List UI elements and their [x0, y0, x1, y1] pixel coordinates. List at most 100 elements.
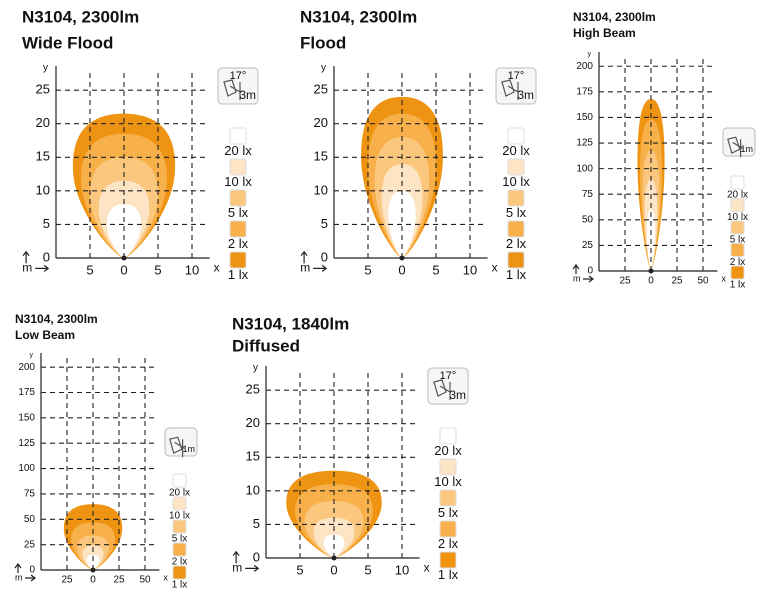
x-tick-label: 5 [432, 262, 439, 277]
y-tick-label: 125 [576, 138, 593, 149]
lamp-glyph [433, 379, 451, 400]
legend-label: 2 lx [438, 536, 459, 551]
y-tick-label: 0 [29, 565, 35, 576]
origin-dot [90, 567, 96, 573]
x-axis-label: x [214, 261, 220, 275]
legend-label: 10 lx [727, 212, 748, 223]
x-tick-label: 0 [648, 276, 654, 287]
y-tick-label: 200 [576, 61, 593, 72]
chart-subtitle: Wide Flood [22, 33, 113, 52]
y-tick-label: 5 [253, 516, 260, 531]
x-tick-label: 25 [61, 575, 73, 586]
y-tick-label: 150 [18, 412, 35, 423]
chart-panel: N3104, 2300lm High Beam 0 25 50 75 100 125 150 17… [572, 10, 756, 291]
legend-swatch [172, 565, 187, 580]
legend-swatch [730, 243, 745, 257]
y-tick-label: 20 [246, 415, 260, 430]
y-tick-label: 20 [314, 115, 328, 130]
origin-dot [121, 255, 127, 261]
chart-title: N3104, 2300lm [15, 312, 98, 326]
y-tick-label: 175 [18, 387, 35, 398]
x-tick-label: 10 [395, 562, 409, 577]
isolux-contour [86, 554, 100, 570]
chart-title: N3104, 2300lm [300, 7, 417, 26]
y-tick-label: 10 [314, 182, 328, 197]
legend-swatch [229, 158, 247, 176]
x-tick-label: 10 [463, 262, 477, 277]
legend-label: 10 lx [169, 511, 190, 522]
legend-label: 5 lx [228, 205, 249, 220]
chart-title: N3104, 2300lm [573, 10, 656, 24]
y-tick-label: 25 [36, 82, 50, 97]
chart-panel: N3104, 1840lm Diffused 0 5 10 15 20 25 5 0 5 10 y x m 1… [232, 314, 469, 582]
y-axis-label: y [30, 352, 34, 359]
y-tick-label: 15 [36, 149, 50, 164]
unit-label: m [232, 561, 242, 575]
legend-swatch [229, 220, 247, 238]
chart-title: N3104, 1840lm [232, 314, 349, 333]
x-axis-label: x [163, 572, 168, 582]
legend-label: 1 lx [730, 280, 746, 291]
y-tick-label: 5 [321, 216, 328, 231]
lamp-glyph [501, 79, 519, 100]
x-tick-label: 5 [86, 262, 93, 277]
beam-distance: 3m [239, 88, 256, 102]
y-tick-label: 25 [24, 539, 36, 550]
x-tick-label: 0 [90, 575, 96, 586]
y-tick-label: 25 [314, 82, 328, 97]
x-axis-label: x [424, 561, 430, 575]
x-tick-label: 0 [398, 262, 405, 277]
chart-panel: N3104, 2300lm Low Beam 0 25 50 75 100 125 150 175… [14, 312, 198, 591]
legend-swatch [229, 127, 247, 145]
y-tick-label: 100 [576, 163, 593, 174]
legend-swatch [172, 473, 187, 488]
unit-label: m [300, 261, 310, 275]
legend-label: 2 lx [228, 236, 249, 251]
legend-swatch [439, 520, 457, 538]
y-axis-label: y [321, 63, 326, 74]
y-tick-label: 0 [253, 549, 260, 564]
y-tick-label: 15 [246, 449, 260, 464]
x-tick-label: 5 [364, 262, 371, 277]
beam-angle: 17° [230, 70, 247, 82]
x-tick-label: 50 [697, 276, 709, 287]
x-axis-label: x [492, 261, 498, 275]
unit-arrows [232, 550, 260, 572]
unit-arrows [14, 563, 36, 582]
x-tick-label: 50 [139, 575, 151, 586]
beam-distance: 3m [517, 88, 534, 102]
legend-label: 5 lx [730, 235, 746, 246]
y-tick-label: 50 [582, 214, 594, 225]
unit-label: m [573, 273, 581, 283]
x-tick-label: 5 [154, 262, 161, 277]
unit-arrows [22, 250, 50, 272]
y-tick-label: 0 [43, 249, 50, 264]
y-tick-label: 10 [246, 482, 260, 497]
legend-label: 10 lx [224, 174, 252, 189]
legend-swatch [507, 220, 525, 238]
legend-swatch [730, 175, 745, 190]
y-tick-label: 125 [18, 438, 35, 449]
legend-label: 1 lx [438, 567, 459, 582]
legend-swatch [507, 189, 525, 207]
legend-label: 5 lx [506, 205, 527, 220]
legend-swatch [229, 189, 247, 207]
beam-angle: 17° [440, 370, 457, 382]
legend-label: 1 lx [228, 267, 249, 282]
y-tick-label: 50 [24, 514, 36, 525]
x-tick-label: 25 [113, 575, 125, 586]
chart-title: N3104, 2300lm [22, 7, 139, 26]
lamp-glyph [727, 136, 743, 158]
legend-swatch [507, 158, 525, 176]
x-tick-label: 25 [619, 276, 631, 287]
chart-panel: N3104, 2300lm Flood 0 5 10 15 20 25 5 0 5 10 y x m 17° 3… [300, 7, 537, 282]
legend-label: 5 lx [172, 534, 188, 545]
legend-label: 20 lx [224, 143, 252, 158]
x-tick-label: 10 [185, 262, 199, 277]
legend-swatch [439, 427, 457, 445]
y-tick-label: 0 [587, 266, 593, 277]
y-tick-label: 10 [36, 182, 50, 197]
legend-label: 2 lx [506, 236, 527, 251]
beam-angle: 17° [508, 70, 525, 82]
